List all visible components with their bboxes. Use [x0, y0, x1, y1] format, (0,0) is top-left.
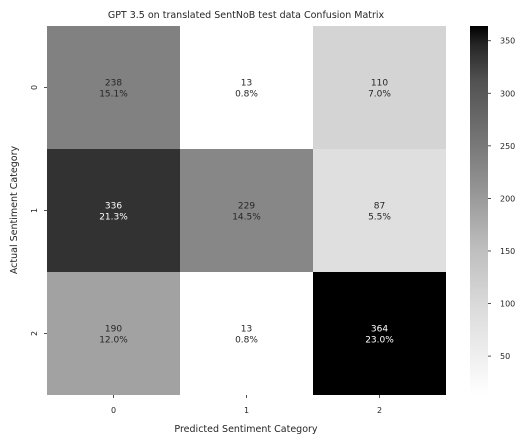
- cell-percent-label: 23.0%: [365, 336, 394, 346]
- x-axis-label: Predicted Sentiment Category: [174, 424, 318, 435]
- cell-count-label: 336: [105, 202, 122, 212]
- heatmap-cell: [313, 26, 446, 149]
- colorbar-tick-label: 200: [500, 194, 515, 203]
- heatmap-cell: [47, 272, 180, 395]
- cell-percent-label: 0.8%: [235, 90, 258, 100]
- colorbar-tick-label: 50: [500, 352, 510, 361]
- x-axis-ticks: 0 1 2: [111, 395, 382, 415]
- y-axis-label: Actual Sentiment Category: [9, 145, 20, 274]
- x-tick-label: 1: [244, 406, 249, 415]
- heatmap-cell: [47, 26, 180, 149]
- heatmap-cell: [47, 149, 180, 272]
- colorbar-tick-label: 250: [500, 142, 515, 151]
- heatmap-cell: [313, 272, 446, 395]
- colorbar-tick-label: 300: [500, 89, 515, 98]
- cell-count-label: 13: [241, 79, 252, 89]
- cell-count-label: 229: [238, 202, 255, 212]
- cell-count-label: 364: [371, 325, 388, 335]
- cell-count-label: 238: [105, 79, 122, 89]
- y-axis-ticks: 0 1 2: [30, 85, 47, 336]
- cell-percent-label: 15.1%: [99, 90, 128, 100]
- x-tick-label: 2: [377, 406, 382, 415]
- cell-percent-label: 14.5%: [232, 213, 261, 223]
- heatmap-cell: [313, 149, 446, 272]
- cell-percent-label: 0.8%: [235, 336, 258, 346]
- cell-percent-label: 5.5%: [368, 213, 391, 223]
- heatmap-cell: [180, 272, 313, 395]
- heatmap-cell: [180, 26, 313, 149]
- cell-count-label: 110: [371, 79, 388, 89]
- colorbar-tick-label: 150: [500, 247, 515, 256]
- chart-title: GPT 3.5 on translated SentNoB test data …: [108, 10, 385, 21]
- cell-count-label: 13: [241, 325, 252, 335]
- x-tick-label: 0: [111, 406, 116, 415]
- cell-percent-label: 12.0%: [99, 336, 128, 346]
- heatmap-cell: [180, 149, 313, 272]
- colorbar: [470, 26, 488, 395]
- y-tick-label: 0: [30, 85, 39, 90]
- heatmap-cells: 23815.1%130.8%1107.0%33621.3%22914.5%875…: [47, 26, 446, 395]
- colorbar-ticks: 50 100 150 200 250 300 350: [488, 37, 515, 361]
- cell-percent-label: 21.3%: [99, 213, 128, 223]
- cell-percent-label: 7.0%: [368, 90, 391, 100]
- colorbar-tick-label: 100: [500, 300, 515, 309]
- cell-count-label: 190: [105, 325, 122, 335]
- y-tick-label: 2: [30, 331, 39, 336]
- y-tick-label: 1: [30, 208, 39, 213]
- colorbar-tick-label: 350: [500, 37, 515, 46]
- cell-count-label: 87: [374, 202, 385, 212]
